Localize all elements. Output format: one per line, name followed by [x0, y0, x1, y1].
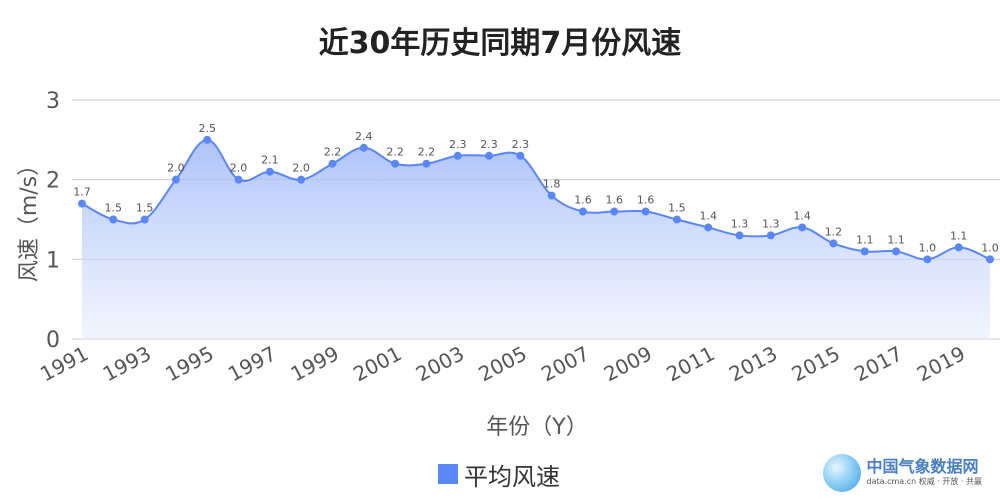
data-point[interactable]: [359, 143, 368, 152]
x-tick-label: 2007: [537, 341, 593, 386]
data-label: 1.1: [856, 233, 874, 246]
data-point[interactable]: [328, 159, 337, 168]
legend-swatch: [438, 464, 458, 484]
data-point[interactable]: [109, 215, 118, 224]
data-label: 2.3: [512, 138, 530, 151]
x-tick-label: 2017: [850, 341, 906, 386]
y-tick-label: 2: [46, 169, 60, 194]
data-point[interactable]: [578, 207, 587, 216]
x-tick-label: 2003: [412, 341, 468, 386]
data-point[interactable]: [78, 199, 86, 208]
legend[interactable]: 平均风速: [438, 458, 560, 491]
data-label: 2.2: [386, 146, 404, 159]
data-point[interactable]: [140, 215, 149, 224]
y-tick-label: 0: [46, 328, 60, 353]
data-label: 2.4: [355, 130, 373, 143]
x-tick-label: 2013: [725, 341, 781, 386]
data-label: 1.1: [887, 233, 905, 246]
data-point[interactable]: [954, 243, 963, 252]
data-label: 2.1: [261, 154, 279, 167]
brand-name: 中国气象数据网: [866, 457, 979, 476]
data-label: 1.6: [637, 194, 655, 207]
data-point[interactable]: [704, 223, 713, 232]
y-axis-title: 风速（m/s）: [17, 154, 42, 282]
x-tick-label: 2011: [662, 341, 718, 386]
data-label: 1.0: [981, 241, 999, 254]
chart-title: 近30年历史同期7月份风速: [318, 26, 682, 61]
data-label: 1.3: [762, 217, 780, 230]
data-label: 2.2: [324, 146, 342, 159]
data-label: 2.3: [449, 138, 467, 151]
data-point[interactable]: [798, 223, 807, 232]
x-tick-label: 2015: [788, 341, 844, 386]
data-label: 1.4: [699, 209, 717, 222]
brand-watermark: 中国气象数据网 data.cma.cn 权威 · 开放 · 共赢: [822, 454, 982, 492]
x-tick-label: 2009: [600, 341, 656, 386]
data-point[interactable]: [485, 151, 494, 160]
data-label: 1.5: [136, 202, 154, 215]
data-point[interactable]: [547, 191, 556, 200]
data-label: 1.3: [731, 217, 749, 230]
data-label: 1.2: [825, 225, 843, 238]
data-point[interactable]: [391, 159, 400, 168]
data-label: 2.3: [480, 138, 498, 151]
cma-logo-icon: [822, 454, 861, 492]
data-point[interactable]: [610, 207, 619, 216]
data-point[interactable]: [422, 159, 431, 168]
x-tick-label: 2005: [474, 341, 530, 386]
data-label: 2.0: [230, 162, 248, 175]
data-label: 2.0: [167, 162, 185, 175]
data-label: 1.6: [606, 194, 624, 207]
x-axis-title: 年份（Y）: [486, 415, 587, 440]
x-tick-label: 1997: [224, 341, 280, 386]
legend-label: 平均风速: [464, 462, 560, 491]
data-point[interactable]: [171, 175, 180, 184]
data-point[interactable]: [923, 255, 932, 264]
data-point[interactable]: [203, 135, 212, 144]
data-point[interactable]: [892, 247, 901, 256]
data-label: 1.4: [793, 209, 811, 222]
data-point[interactable]: [672, 215, 681, 224]
data-point[interactable]: [516, 151, 525, 160]
data-label: 1.7: [73, 186, 91, 199]
data-label: 1.8: [543, 178, 561, 191]
area-fill-path: [82, 139, 990, 339]
x-tick-label: 1999: [287, 341, 343, 386]
data-label: 1.1: [950, 229, 968, 242]
data-label: 2.5: [198, 122, 216, 135]
x-tick-label: 1995: [161, 341, 217, 386]
data-point[interactable]: [641, 207, 650, 216]
data-label: 2.0: [292, 162, 310, 175]
data-label: 1.5: [105, 202, 123, 215]
data-labels: 1.7 1.5 1.5 2.0 2.5 2.0 2.1 2.0 2.2 2.4 2.2 2.2 2.3 2…: [73, 122, 999, 255]
data-label: 1.0: [919, 241, 937, 254]
data-point[interactable]: [860, 247, 869, 256]
data-point[interactable]: [829, 239, 838, 248]
y-axis-ticks: 0 1 2 3: [46, 89, 60, 353]
data-point[interactable]: [986, 255, 994, 264]
x-tick-label: 1993: [99, 341, 155, 386]
x-tick-label: 1991: [36, 341, 92, 386]
data-point[interactable]: [265, 167, 274, 176]
data-point[interactable]: [297, 175, 306, 184]
area-fill: [82, 139, 990, 339]
brand-url: data.cma.cn 权威 · 开放 · 共赢: [866, 477, 982, 486]
x-tick-label: 2019: [913, 341, 969, 386]
y-tick-label: 3: [46, 89, 60, 114]
data-point[interactable]: [453, 151, 462, 160]
data-point[interactable]: [234, 175, 243, 184]
data-label: 1.6: [574, 194, 592, 207]
data-point[interactable]: [766, 231, 775, 240]
data-label: 1.5: [668, 202, 686, 215]
x-axis-ticks: 1991 1993 1995 1997 1999 2001 2003 2005 2007 2009…: [36, 341, 969, 386]
y-tick-label: 1: [46, 248, 60, 273]
data-points: [78, 135, 994, 264]
data-point[interactable]: [735, 231, 744, 240]
data-label: 2.2: [418, 146, 436, 159]
x-tick-label: 2001: [349, 341, 405, 386]
